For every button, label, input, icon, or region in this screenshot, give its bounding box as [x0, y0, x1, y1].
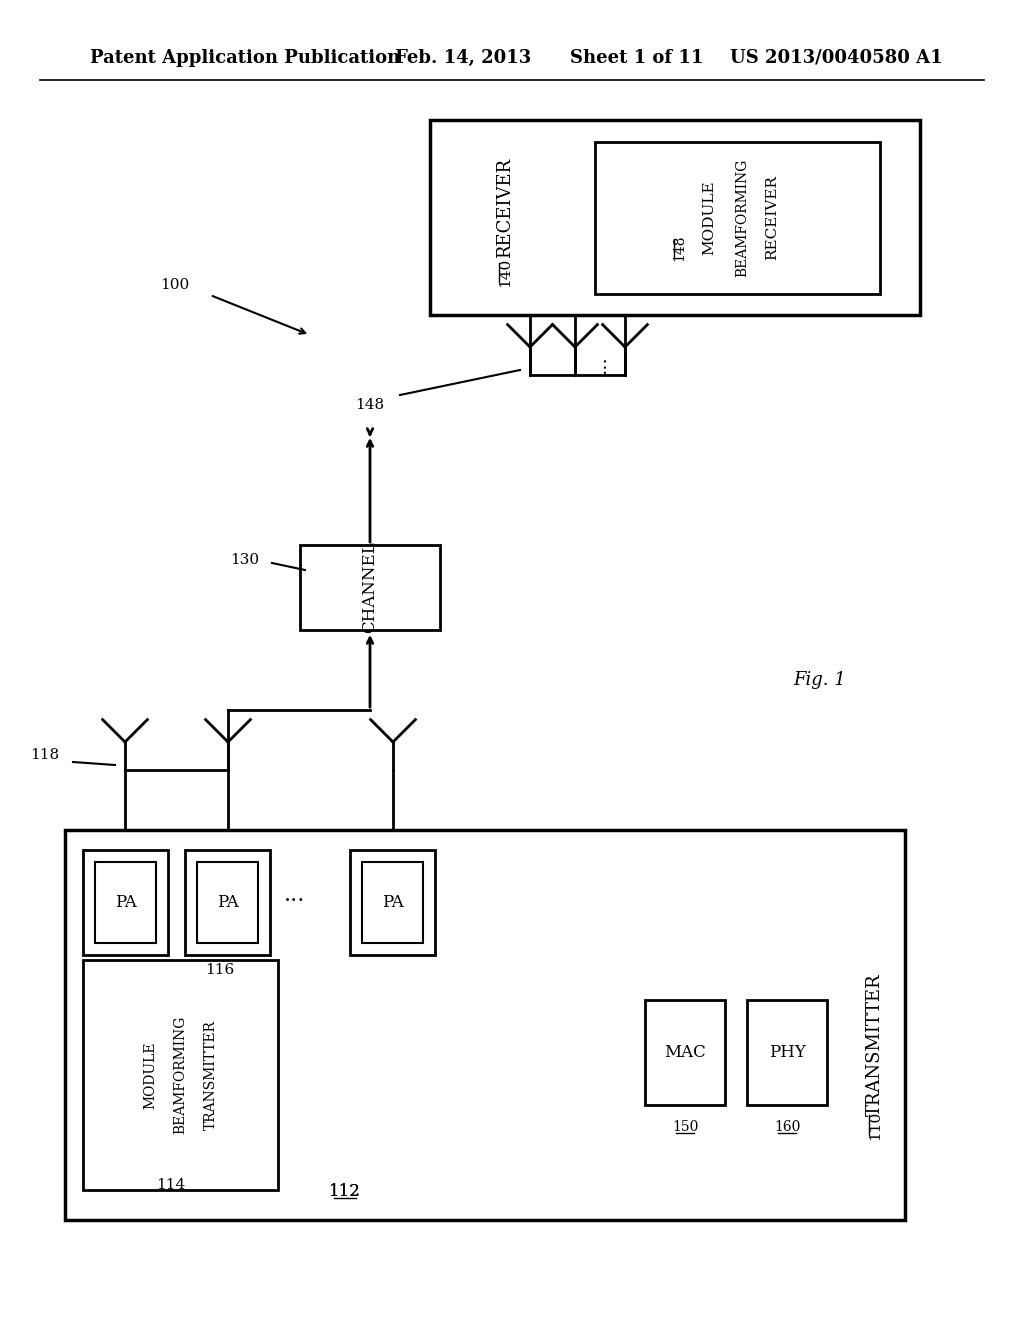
- Text: US 2013/0040580 A1: US 2013/0040580 A1: [730, 49, 943, 67]
- Text: ...: ...: [285, 884, 306, 906]
- Bar: [746, 1001, 827, 1105]
- Text: MODULE: MODULE: [143, 1041, 158, 1109]
- Text: TRANSMITTER: TRANSMITTER: [204, 1020, 217, 1130]
- Text: 118: 118: [31, 748, 59, 762]
- Bar: [83, 850, 168, 954]
- Text: 116: 116: [206, 964, 234, 977]
- Text: BEAMFORMING: BEAMFORMING: [735, 158, 750, 277]
- Text: 160: 160: [774, 1119, 800, 1134]
- Text: PA: PA: [217, 894, 239, 911]
- Text: Sheet 1 of 11: Sheet 1 of 11: [570, 49, 703, 67]
- Text: 140: 140: [498, 257, 512, 288]
- Bar: [362, 862, 423, 942]
- Text: 100: 100: [161, 279, 189, 292]
- Bar: [645, 1001, 725, 1105]
- Bar: [83, 960, 278, 1191]
- Bar: [65, 830, 905, 1220]
- Bar: [595, 143, 880, 294]
- Text: Fig. 1: Fig. 1: [794, 671, 847, 689]
- Text: 112: 112: [329, 1184, 360, 1200]
- Text: 130: 130: [230, 553, 259, 568]
- Text: 148: 148: [673, 235, 686, 261]
- Text: BEAMFORMING: BEAMFORMING: [173, 1016, 187, 1134]
- Bar: [197, 862, 258, 942]
- Text: RECEIVER: RECEIVER: [496, 157, 514, 257]
- Text: 114: 114: [156, 1177, 185, 1192]
- Text: PHY: PHY: [769, 1044, 806, 1061]
- Text: Patent Application Publication: Patent Application Publication: [90, 49, 400, 67]
- Text: PA: PA: [115, 894, 136, 911]
- Bar: [95, 862, 156, 942]
- Text: PA: PA: [382, 894, 403, 911]
- Bar: [350, 850, 435, 954]
- Text: Feb. 14, 2013: Feb. 14, 2013: [395, 49, 531, 67]
- Text: CHANNEL: CHANNEL: [361, 541, 379, 634]
- Text: 148: 148: [355, 399, 385, 412]
- Text: MAC: MAC: [665, 1044, 706, 1061]
- Bar: [185, 850, 270, 954]
- Bar: [430, 120, 920, 315]
- Text: 150: 150: [672, 1119, 698, 1134]
- Text: RECEIVER: RECEIVER: [766, 176, 779, 260]
- Text: 110: 110: [868, 1110, 882, 1139]
- Bar: [300, 545, 440, 630]
- Text: TRANSMITTER: TRANSMITTER: [866, 974, 884, 1117]
- Text: MODULE: MODULE: [702, 181, 717, 255]
- Text: 112: 112: [329, 1184, 360, 1200]
- Text: ...: ...: [591, 355, 609, 375]
